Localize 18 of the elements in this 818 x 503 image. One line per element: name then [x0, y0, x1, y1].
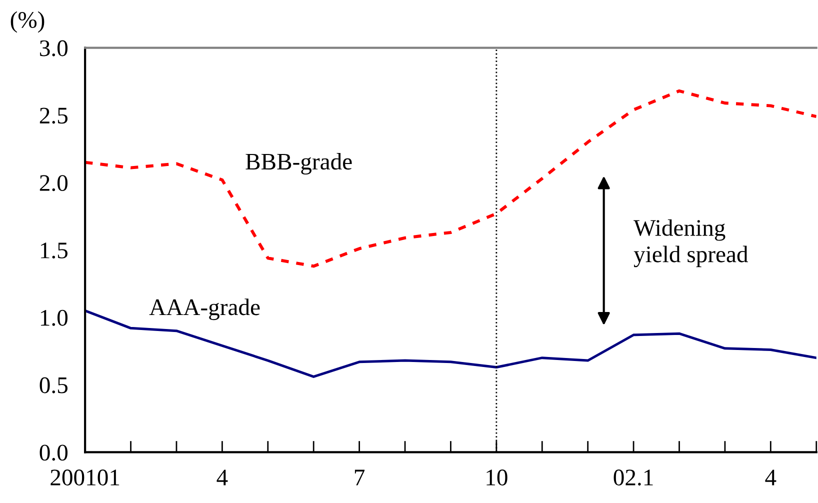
x-tick-label: 02.1 [614, 470, 653, 486]
x-tick-label: 10 [486, 470, 508, 486]
y-tick-label: 3.0 [40, 40, 68, 56]
y-tick-label: 2.0 [40, 175, 68, 192]
line-series [85, 89, 816, 268]
y-tick-label: 0.5 [40, 377, 68, 394]
y-tick-label: 0.0 [40, 444, 68, 461]
x-tick-label: 4 [216, 470, 228, 486]
y-axis-title: (%) [10, 11, 44, 33]
x-tick-label: 7 [354, 470, 365, 486]
annotation: Widening yield spread [634, 219, 748, 268]
x-tick-label: 200101 [50, 470, 120, 486]
series-label: AAA-grade [149, 298, 260, 320]
x-tick-label: 4 [765, 470, 776, 486]
y-tick-label: 1.5 [40, 242, 68, 259]
series-label: BBB-grade [246, 153, 352, 174]
y-tick-label: 1.0 [40, 310, 68, 326]
y-tick-label: 2.5 [40, 108, 68, 124]
